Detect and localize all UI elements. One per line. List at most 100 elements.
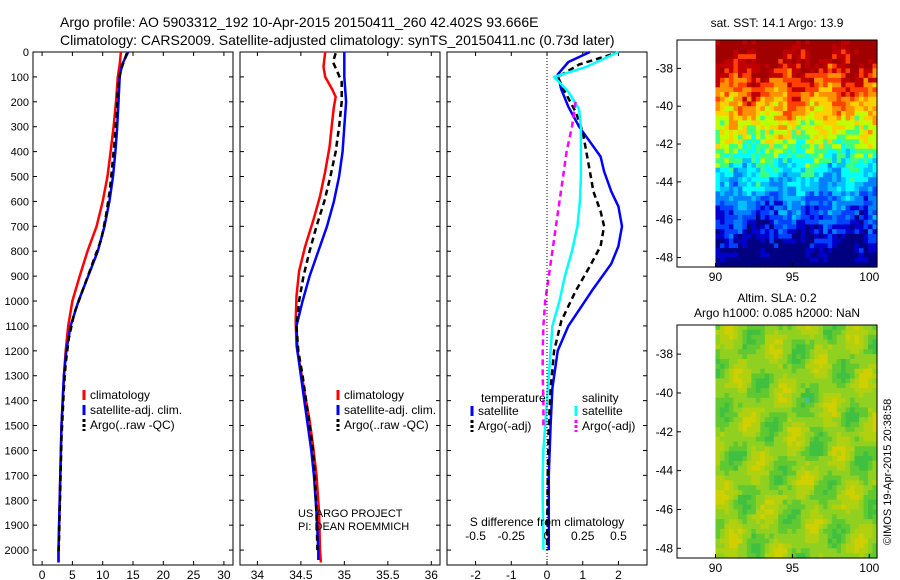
heatmap-cell [751,339,757,346]
heatmap-cell [872,509,878,515]
heatmap-cell [836,329,842,336]
heatmap-cell [755,134,761,140]
heatmap-cell [715,451,721,457]
heatmap-cell [751,252,757,259]
heatmap-cell [746,257,752,263]
heatmap-cell [872,210,878,216]
heatmap-cell [742,205,748,211]
heatmap-cell [755,49,761,55]
heatmap-cell [872,219,878,226]
heatmap-cell [751,494,757,501]
heatmap-cell [827,106,833,112]
x-tick-label: 0 [39,568,46,580]
heatmap-cell [854,68,860,74]
heatmap-cell [733,224,739,230]
heatmap-cell [791,148,797,155]
heatmap-cell [859,465,865,472]
heatmap-cell [823,196,829,202]
heatmap-cell [845,224,851,230]
heatmap-cell [715,373,721,379]
heatmap-cell [832,373,838,379]
legend-label: Argo(-adj) [582,419,635,433]
heatmap-cell [746,397,752,404]
heatmap-cell [818,200,824,207]
heatmap-cell [764,528,770,535]
heatmap-cell [778,446,784,452]
heatmap-cell [841,553,847,559]
heatmap-cell [863,210,869,216]
heatmap-cell [715,186,721,192]
heatmap-cell [850,533,856,540]
heatmap-cell [782,219,788,226]
heatmap-cell [760,252,766,259]
heatmap-cell [859,238,865,244]
heatmap-cell [823,219,829,226]
heatmap-cell [769,181,775,188]
heatmap-cell [850,412,856,418]
heatmap-cell [823,134,829,140]
heatmap-cell [796,120,802,126]
heatmap-cell [818,73,824,79]
heatmap-cell [778,514,784,520]
heatmap-cell [742,63,748,69]
heatmap-cell [800,214,806,221]
heatmap-cell [755,490,761,496]
heatmap-cell [809,499,815,506]
heatmap-cell [755,87,761,93]
heatmap-cell [751,465,757,472]
heatmap-cell [823,417,829,423]
heatmap-cell [751,196,757,202]
heatmap-cell [782,191,788,197]
heatmap-cell [800,402,806,409]
heatmap-cell [782,92,788,98]
heatmap-cell [868,334,874,341]
heatmap-cell [791,73,797,79]
heatmap-cell [773,125,779,131]
heatmap-cell [845,475,851,481]
heatmap-cell [724,68,730,74]
heatmap-cell [737,490,743,496]
heatmap-cell [787,162,793,169]
heatmap-cell [764,162,770,169]
heatmap-cell [715,54,721,60]
heatmap-cell [836,456,842,462]
heatmap-cell [845,139,851,145]
heatmap-cell [742,407,748,413]
heatmap-cell [737,257,743,263]
heatmap-cell [863,334,869,341]
heatmap-cell [751,238,757,244]
heatmap-cell [836,191,842,197]
heatmap-cell [818,144,824,150]
heatmap-cell [724,349,730,355]
heatmap-cell [854,49,860,55]
heatmap-cell [760,172,766,178]
heatmap-cell [787,431,793,438]
heatmap-cell [755,186,761,192]
heatmap-cell [868,238,874,244]
heatmap-cell [818,397,824,404]
heatmap-cell [769,40,775,46]
heatmap-cell [841,181,847,188]
heatmap-cell [850,92,856,98]
heatmap-cell [778,205,784,211]
heatmap-cell [836,229,842,235]
heatmap-cell [746,167,752,174]
heatmap-cell [769,426,775,433]
heatmap-cell [823,63,829,69]
heatmap-cell [764,446,770,452]
heatmap-cell [782,475,788,481]
heatmap-cell [832,388,838,394]
heatmap-cell [800,63,806,69]
heatmap-cell [773,344,779,350]
heatmap-cell [841,417,847,423]
heatmap-cell [827,451,833,457]
heatmap-cell [769,172,775,178]
heatmap-cell [778,186,784,192]
heatmap-cell [773,504,779,511]
heatmap-cell [737,233,743,240]
heatmap-cell [773,115,779,121]
heatmap-cell [787,504,793,511]
heatmap-cell [719,92,726,98]
heatmap-cell [868,205,874,211]
heatmap-cell [724,470,730,477]
